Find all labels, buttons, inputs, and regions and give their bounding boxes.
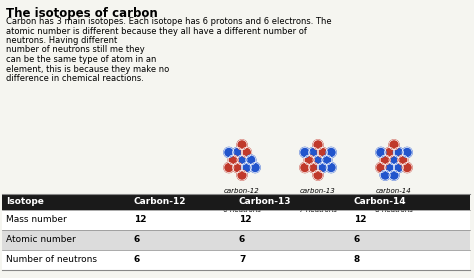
Text: Carbon has 3 main isotopes. Each isotope has 6 protons and 6 electrons. The: Carbon has 3 main isotopes. Each isotope… [6,17,332,26]
Circle shape [376,147,386,157]
Text: 12: 12 [354,215,366,225]
Circle shape [241,163,251,173]
Text: carbon-14: carbon-14 [376,188,412,194]
Bar [2,230,470,250]
Text: Number of neutrons: Number of neutrons [6,255,97,264]
Circle shape [224,147,234,157]
Circle shape [384,163,395,173]
Circle shape [389,155,399,165]
Text: 6 protons: 6 protons [377,201,410,207]
Circle shape [237,170,247,180]
Circle shape [309,163,319,173]
Circle shape [241,147,251,157]
Bar [2,194,470,210]
Text: 98.9%: 98.9% [231,195,253,201]
Bar [2,250,470,270]
Circle shape [393,147,403,157]
Circle shape [389,170,399,180]
Circle shape [246,155,256,165]
Text: 8 neutrons: 8 neutrons [375,207,413,213]
Circle shape [300,147,310,157]
Circle shape [318,163,328,173]
Text: 12: 12 [134,215,146,225]
Text: 6 neutrons: 6 neutrons [223,207,261,213]
Text: 6: 6 [134,235,140,244]
Circle shape [250,163,260,173]
Circle shape [326,147,336,157]
Circle shape [398,155,408,165]
Circle shape [224,163,234,173]
Text: element, this is because they make no: element, this is because they make no [6,64,169,73]
Text: <0.1%: <0.1% [382,195,406,201]
Circle shape [376,163,386,173]
Circle shape [402,163,412,173]
Circle shape [322,155,332,165]
Text: 6: 6 [354,235,360,244]
Text: neutrons. Having different: neutrons. Having different [6,36,117,45]
Text: Atomic number: Atomic number [6,235,76,244]
Circle shape [300,163,310,173]
Circle shape [380,155,390,165]
Circle shape [318,147,328,157]
Text: carbon-12: carbon-12 [224,188,260,194]
Circle shape [313,155,323,165]
Text: The isotopes of carbon: The isotopes of carbon [6,7,158,20]
Circle shape [233,147,243,157]
Text: 7: 7 [239,255,246,264]
Text: 7 neutrons: 7 neutrons [299,207,337,213]
Text: 1.1%: 1.1% [309,195,327,201]
Text: atomic number is different because they all have a different number of: atomic number is different because they … [6,26,307,36]
Circle shape [326,163,336,173]
Text: 6: 6 [134,255,140,264]
Circle shape [389,140,399,150]
Circle shape [313,140,323,150]
Bar [2,210,470,230]
Circle shape [233,163,243,173]
Text: Mass number: Mass number [6,215,67,225]
Text: can be the same type of atom in an: can be the same type of atom in an [6,55,156,64]
Circle shape [402,147,412,157]
Circle shape [384,147,395,157]
Circle shape [304,155,314,165]
Text: 12: 12 [239,215,252,225]
Circle shape [313,170,323,180]
Text: Carbon-13: Carbon-13 [239,197,292,207]
Text: 6 protons: 6 protons [225,201,259,207]
Text: number of neutrons still me they: number of neutrons still me they [6,46,145,54]
Text: Carbon-14: Carbon-14 [354,197,407,207]
Circle shape [228,155,238,165]
Text: Isotope: Isotope [6,197,44,207]
Text: 6 protons: 6 protons [301,201,335,207]
Circle shape [380,170,390,180]
Text: carbon-13: carbon-13 [300,188,336,194]
Text: 6: 6 [239,235,245,244]
Text: difference in chemical reactions.: difference in chemical reactions. [6,74,144,83]
Circle shape [309,147,319,157]
Text: Carbon-12: Carbon-12 [134,197,186,207]
Circle shape [393,163,403,173]
Text: 8: 8 [354,255,360,264]
Circle shape [237,140,247,150]
Circle shape [237,155,247,165]
